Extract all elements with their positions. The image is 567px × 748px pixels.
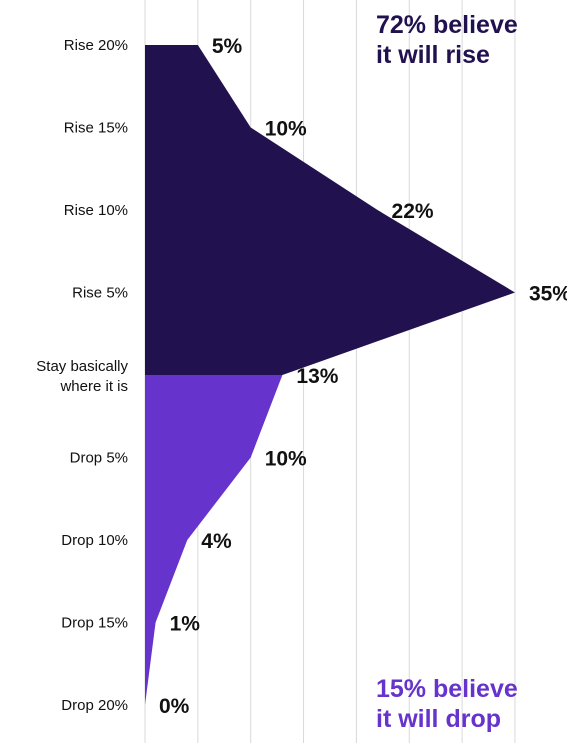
category-label: Rise 5% [72, 285, 128, 302]
value-label: 0% [159, 695, 190, 718]
rise-callout-line2: it will rise [376, 41, 490, 69]
category-label-line: Stay basically [36, 358, 128, 375]
category-label: Drop 15% [61, 615, 128, 632]
rise-callout-line1: 72% believe [376, 11, 518, 39]
value-label: 22% [392, 200, 434, 223]
drop-callout-line1: 15% believe [376, 675, 518, 703]
value-label: 10% [265, 448, 307, 471]
drop-area [145, 375, 283, 705]
rise-area [145, 45, 515, 375]
value-label: 35% [529, 283, 567, 306]
value-label: 13% [296, 365, 338, 388]
category-label: Rise 10% [64, 202, 128, 219]
category-label: Stay basically where it is [36, 358, 128, 395]
category-label: Drop 5% [70, 450, 128, 467]
category-label: Rise 20% [64, 37, 128, 54]
value-label: 4% [201, 530, 232, 553]
category-label-line: where it is [59, 378, 128, 395]
category-label: Rise 15% [64, 120, 128, 137]
category-label: Drop 20% [61, 697, 128, 714]
drop-callout: 15% believe it will drop [376, 674, 567, 734]
rise-callout: 72% believe it will rise [376, 10, 567, 70]
category-label: Drop 10% [61, 532, 128, 549]
value-label: 10% [265, 118, 307, 141]
drop-callout-line2: it will drop [376, 705, 501, 733]
value-label: 1% [170, 613, 201, 636]
value-label: 5% [212, 35, 243, 58]
